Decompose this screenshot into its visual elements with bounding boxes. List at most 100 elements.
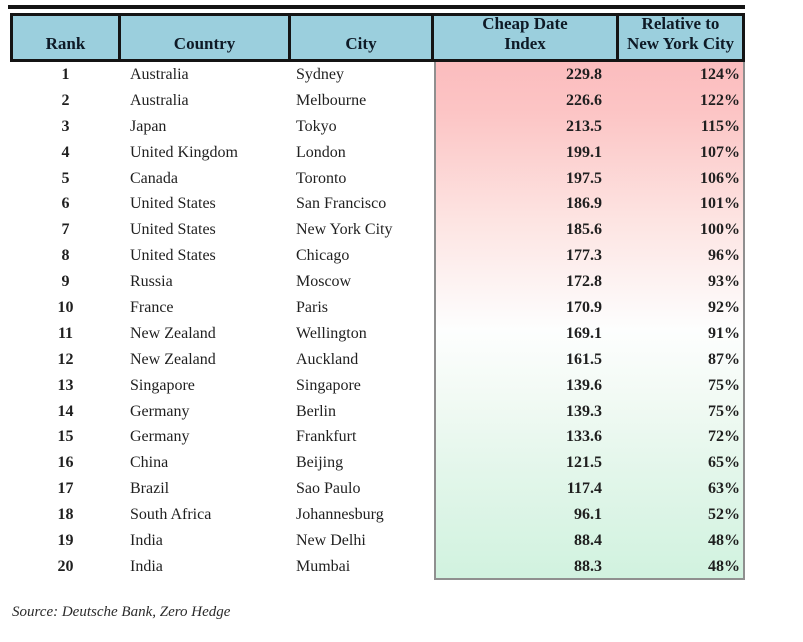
rank-cell: 17: [57, 480, 74, 498]
heatmap-gradient-panel: [434, 62, 745, 580]
relative-cell: 65%: [708, 454, 740, 472]
city-cell: Chicago: [296, 247, 350, 265]
relative-cell: 72%: [708, 428, 740, 446]
relative-cell: 124%: [700, 65, 740, 83]
rank-cell: 1: [61, 65, 70, 83]
relative-cell: 93%: [708, 273, 740, 291]
city-cell: New York City: [296, 221, 393, 239]
table-row: 5 Canada Toronto 197.5 106%: [10, 166, 745, 192]
relative-cell: 92%: [708, 298, 740, 316]
country-cell: South Africa: [130, 506, 212, 524]
top-border-line: [8, 5, 745, 9]
table-row: 6 United States San Francisco 186.9 101%: [10, 191, 745, 217]
column-header-relative-to-nyc: Relative to New York City: [626, 13, 735, 54]
index-cell: 197.5: [566, 169, 602, 187]
table-row: 1 Australia Sydney 229.8 124%: [10, 62, 745, 88]
rank-cell: 3: [61, 117, 70, 135]
index-cell: 177.3: [566, 247, 602, 265]
table-row: 16 China Beijing 121.5 65%: [10, 450, 745, 476]
city-cell: Wellington: [296, 324, 367, 342]
table-row: 19 India New Delhi 88.4 48%: [10, 528, 745, 554]
rank-cell: 4: [61, 143, 70, 161]
relative-cell: 87%: [708, 350, 740, 368]
index-cell: 88.3: [574, 557, 602, 575]
rank-cell: 8: [61, 247, 70, 265]
rank-cell: 5: [61, 169, 70, 187]
relative-cell: 122%: [700, 91, 740, 109]
relative-cell: 91%: [708, 324, 740, 342]
rank-cell: 15: [57, 428, 74, 446]
rank-cell: 2: [61, 91, 70, 109]
table-row: 14 Germany Berlin 139.3 75%: [10, 399, 745, 425]
table-body: 1 Australia Sydney 229.8 124% 2 Australia Melbo…: [10, 62, 745, 580]
country-cell: Germany: [130, 428, 190, 446]
country-cell: Brazil: [130, 480, 170, 498]
city-cell: Johannesburg: [296, 506, 384, 524]
country-cell: India: [130, 531, 163, 549]
column-header-country: Country: [121, 16, 291, 59]
table-row: 10 France Paris 170.9 92%: [10, 295, 745, 321]
rank-cell: 19: [57, 531, 74, 549]
country-cell: Australia: [130, 91, 189, 109]
rank-cell: 10: [57, 298, 74, 316]
rank-cell: 6: [61, 195, 70, 213]
table-rows: 1 Australia Sydney 229.8 124% 2 Australia Melbo…: [10, 62, 745, 580]
index-cell: 213.5: [566, 117, 602, 135]
rank-cell: 12: [57, 350, 74, 368]
relative-cell: 115%: [700, 117, 740, 135]
country-cell: United States: [130, 221, 216, 239]
index-cell: 199.1: [566, 143, 602, 161]
country-cell: United States: [130, 195, 216, 213]
city-cell: Melbourne: [296, 91, 367, 109]
country-cell: China: [130, 454, 169, 472]
country-cell: Germany: [130, 402, 190, 420]
table-row: 20 India Mumbai 88.3 48%: [10, 554, 745, 580]
index-cell: 121.5: [566, 454, 602, 472]
table-row: 2 Australia Melbourne 226.6 122%: [10, 88, 745, 114]
country-cell: France: [130, 298, 174, 316]
table-row: 12 New Zealand Auckland 161.5 87%: [10, 347, 745, 373]
ranking-table: Rank Country City Cheap Date Index Relat…: [10, 13, 745, 580]
relative-cell: 48%: [708, 531, 740, 549]
table-row: 4 United Kingdom London 199.1 107%: [10, 140, 745, 166]
city-cell: San Francisco: [296, 195, 387, 213]
country-cell: Canada: [130, 169, 178, 187]
relative-cell: 100%: [700, 221, 740, 239]
table-row: 17 Brazil Sao Paulo 117.4 63%: [10, 476, 745, 502]
index-cell: 169.1: [566, 324, 602, 342]
table-row: 7 United States New York City 185.6 100%: [10, 217, 745, 243]
country-cell: United Kingdom: [130, 143, 238, 161]
country-cell: New Zealand: [130, 324, 216, 342]
country-cell: New Zealand: [130, 350, 216, 368]
rank-cell: 9: [61, 273, 70, 291]
city-cell: New Delhi: [296, 531, 366, 549]
index-cell: 161.5: [566, 350, 602, 368]
table-row: 9 Russia Moscow 172.8 93%: [10, 269, 745, 295]
index-cell: 226.6: [566, 91, 602, 109]
table-row: 13 Singapore Singapore 139.6 75%: [10, 373, 745, 399]
relative-cell: 96%: [708, 247, 740, 265]
city-cell: Tokyo: [296, 117, 337, 135]
table-header-row: Rank Country City Cheap Date Index Relat…: [10, 13, 745, 62]
city-cell: Mumbai: [296, 557, 351, 575]
rank-cell: 14: [57, 402, 74, 420]
relative-cell: 52%: [708, 506, 740, 524]
column-header-cheap-date-index: Cheap Date Index: [434, 14, 619, 59]
relative-cell: 48%: [708, 557, 740, 575]
table-row: 18 South Africa Johannesburg 96.1 52%: [10, 502, 745, 528]
city-cell: London: [296, 143, 346, 161]
index-cell: 229.8: [566, 65, 602, 83]
table-row: 15 Germany Frankfurt 133.6 72%: [10, 424, 745, 450]
index-cell: 172.8: [566, 273, 602, 291]
rank-cell: 11: [57, 324, 74, 342]
city-cell: Sao Paulo: [296, 480, 361, 498]
relative-cell: 75%: [708, 376, 740, 394]
index-cell: 88.4: [574, 531, 602, 549]
table-row: 11 New Zealand Wellington 169.1 91%: [10, 321, 745, 347]
index-cell: 96.1: [574, 506, 602, 524]
index-cell: 139.6: [566, 376, 602, 394]
relative-cell: 63%: [708, 480, 740, 498]
country-cell: Singapore: [130, 376, 195, 394]
rank-cell: 7: [61, 221, 70, 239]
rank-cell: 16: [57, 454, 74, 472]
